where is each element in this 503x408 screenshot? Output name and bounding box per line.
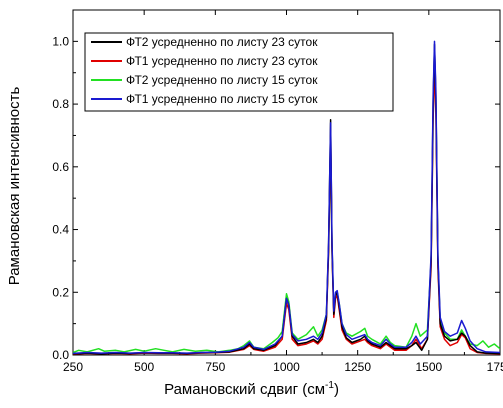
x-tick-label: 750: [205, 360, 225, 374]
legend-label-0: ФТ2 усредненно по листу 23 суток: [126, 35, 318, 49]
x-tick-label: 500: [134, 360, 154, 374]
x-tick-label: 1000: [273, 360, 300, 374]
legend-label-1: ФТ1 усредненно по листу 23 суток: [126, 54, 318, 68]
x-axis-label-superscript: -1: [325, 380, 334, 391]
y-axis-label-box: Рамановская интенсивность: [6, 87, 23, 286]
legend-label-2: ФТ2 усредненно по листу 15 суток: [126, 73, 318, 87]
y-tick-label: 0.8: [52, 97, 69, 111]
x-axis-label-close: ): [333, 381, 339, 398]
y-tick-label: 1.0: [52, 34, 69, 48]
legend-label-3: ФТ1 усредненно по листу 15 суток: [126, 92, 318, 106]
y-tick-label: 0.2: [52, 285, 69, 299]
x-axis-ticks: 250 500 750 1000 1250 1500 1750: [63, 10, 503, 374]
y-tick-label: 0.0: [52, 348, 69, 362]
x-tick-label: 250: [63, 360, 83, 374]
x-tick-label: 1500: [415, 360, 442, 374]
x-axis-label: Рамановский сдвиг (см-1): [0, 380, 503, 398]
y-axis-label: Рамановская интенсивность: [6, 87, 23, 286]
x-tick-label: 1250: [344, 360, 371, 374]
y-axis-ticks: 0.0 0.2 0.4 0.6 0.8 1.0: [52, 34, 500, 362]
series-line-3: [73, 40, 500, 355]
legend: ФТ2 усредненно по листу 23 суток ФТ1 усре…: [84, 32, 394, 112]
legend-box: [84, 32, 394, 112]
y-tick-label: 0.6: [52, 160, 69, 174]
x-tick-label: 1750: [487, 360, 503, 374]
series-group: [73, 40, 500, 355]
x-axis-label-text: Рамановский сдвиг (см: [164, 381, 326, 398]
y-tick-label: 0.4: [52, 223, 69, 237]
